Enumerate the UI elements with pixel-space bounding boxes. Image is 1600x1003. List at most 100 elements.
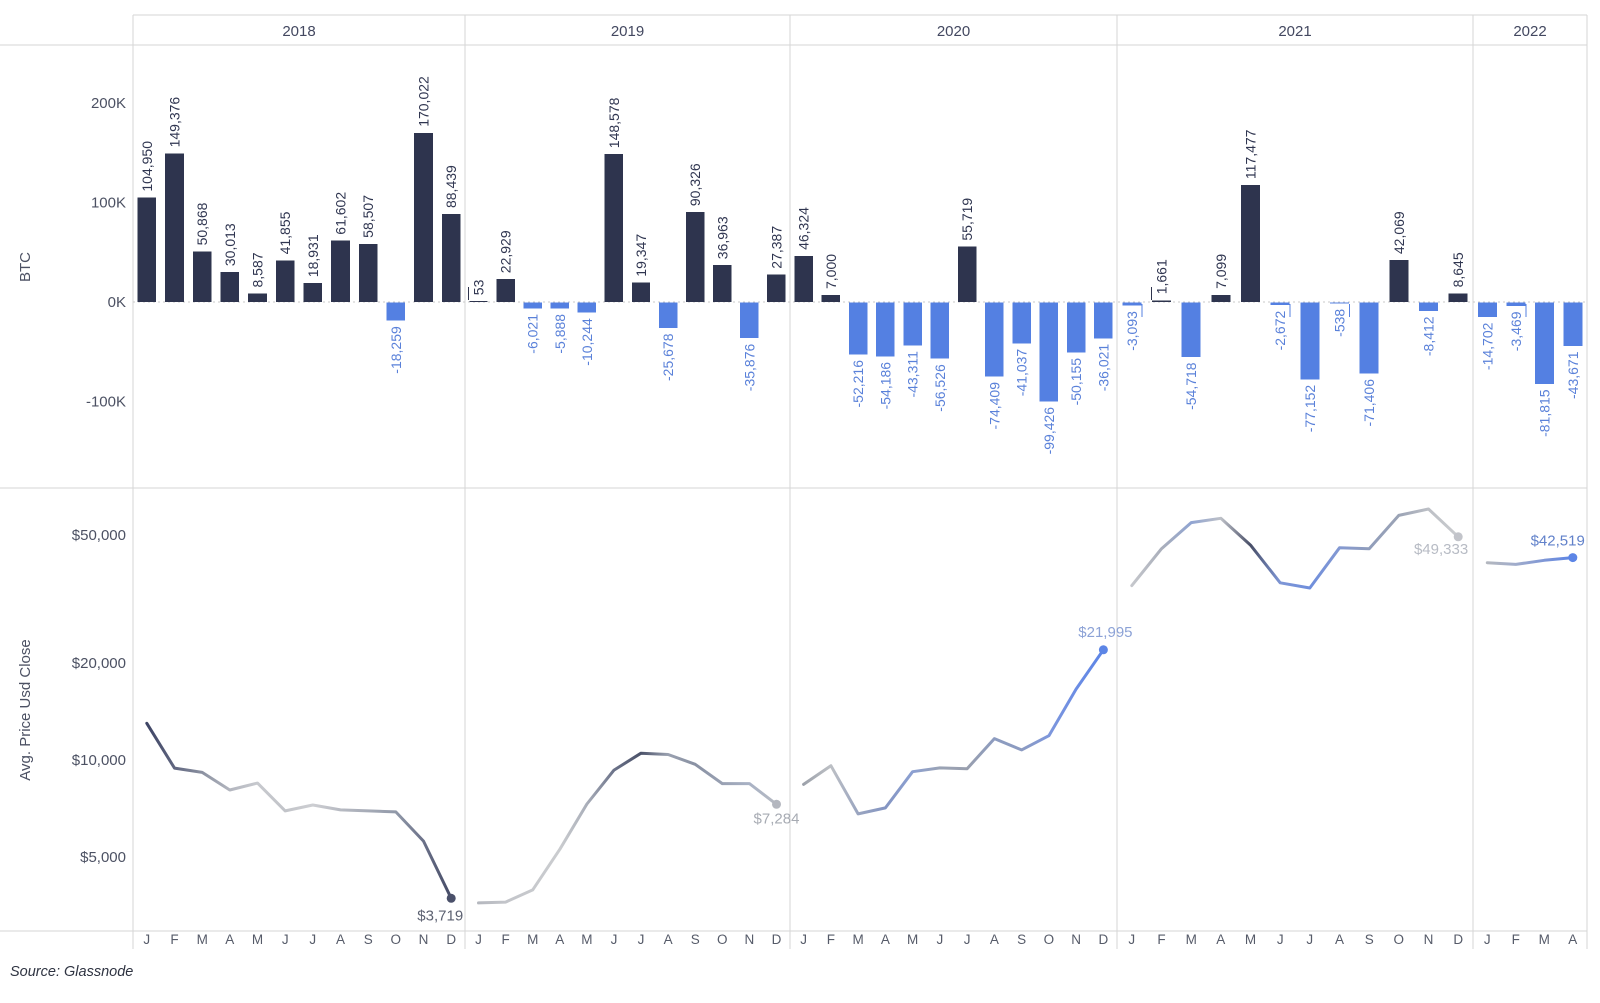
bar-2018-10[interactable] <box>386 302 406 321</box>
bar-2021-5[interactable] <box>1241 185 1260 302</box>
bar-2019-3[interactable] <box>523 302 542 309</box>
bar-2020-2[interactable] <box>821 295 841 302</box>
month-label: J <box>937 932 944 947</box>
month-label: S <box>1017 932 1026 947</box>
bar-value-label: 170,022 <box>416 76 432 127</box>
bar-2018-2[interactable] <box>165 153 184 302</box>
bar-2020-3[interactable] <box>848 302 868 355</box>
bar-value-label: 104,950 <box>139 141 155 192</box>
bar-2021-7[interactable] <box>1300 302 1320 380</box>
bar-2020-11[interactable] <box>1066 302 1086 353</box>
bar-2020-6[interactable] <box>930 302 950 359</box>
bar-2018-6[interactable] <box>275 260 295 302</box>
bar-2019-4[interactable] <box>550 302 569 309</box>
bar-2018-1[interactable] <box>137 197 157 302</box>
price-line-2021[interactable] <box>1130 507 1460 590</box>
bar-2022-1[interactable] <box>1477 302 1497 318</box>
bar-value-label: 1,661 <box>1154 259 1170 294</box>
bar-2019-8[interactable] <box>658 302 678 329</box>
bar-value-label: 61,602 <box>333 192 349 235</box>
bar-2020-9[interactable] <box>1012 302 1031 344</box>
bar-2019-2[interactable] <box>496 279 515 302</box>
bar-value-label: 19,347 <box>633 234 649 277</box>
bar-2020-8[interactable] <box>985 302 1004 377</box>
bar-value-label: 18,931 <box>305 234 321 277</box>
bar-value-label: -56,526 <box>932 364 948 412</box>
bar-2022-2[interactable] <box>1506 302 1526 307</box>
price-tick-label: $20,000 <box>72 655 126 672</box>
bar-value-label: -43,671 <box>1565 351 1581 399</box>
bar-value-label: -5,888 <box>552 314 568 354</box>
bar-2020-4[interactable] <box>876 302 895 357</box>
bar-2020-5[interactable] <box>903 302 922 346</box>
month-label: M <box>252 932 263 947</box>
bar-2021-8[interactable] <box>1330 302 1349 304</box>
bar-value-label: 22,929 <box>498 230 514 273</box>
bar-2021-9[interactable] <box>1359 302 1379 374</box>
bar-2019-12[interactable] <box>767 274 786 302</box>
bar-value-label: -14,702 <box>1479 322 1495 370</box>
bar-2021-11[interactable] <box>1419 302 1438 311</box>
bar-value-label: 88,439 <box>443 165 459 208</box>
bar-2018-11[interactable] <box>414 132 433 302</box>
bar-value-label: -50,155 <box>1068 358 1084 406</box>
bar-2022-4[interactable] <box>1563 302 1583 347</box>
bar-value-label: -77,152 <box>1302 385 1318 433</box>
bar-value-label: 36,963 <box>714 216 730 259</box>
month-label: F <box>170 932 178 947</box>
bar-2021-1[interactable] <box>1122 302 1142 306</box>
bar-2021-6[interactable] <box>1270 302 1290 306</box>
bar-2019-10[interactable] <box>713 265 732 302</box>
bar-2021-4[interactable] <box>1211 294 1231 302</box>
bar-2022-3[interactable] <box>1534 302 1554 384</box>
btc-tick-label: 100K <box>91 195 126 212</box>
price-line-2022[interactable] <box>1485 556 1575 566</box>
bar-2019-11[interactable] <box>740 302 759 339</box>
bar-2019-1[interactable] <box>469 301 488 302</box>
month-label: O <box>391 932 402 947</box>
year-label: 2018 <box>282 23 315 40</box>
bar-2019-5[interactable] <box>577 302 597 313</box>
bar-2020-1[interactable] <box>794 255 813 302</box>
bar-2021-2[interactable] <box>1152 300 1171 302</box>
bar-2018-8[interactable] <box>331 240 350 302</box>
bar-2021-12[interactable] <box>1448 293 1468 302</box>
bar-value-label: -35,876 <box>741 343 757 391</box>
bar-2020-10[interactable] <box>1039 302 1059 402</box>
bar-2019-7[interactable] <box>631 282 651 302</box>
bar-2019-9[interactable] <box>686 212 705 302</box>
bar-value-label: 41,855 <box>277 211 293 254</box>
month-label: A <box>1335 932 1344 947</box>
month-label: D <box>1453 932 1463 947</box>
bar-2018-3[interactable] <box>192 251 212 302</box>
bar-2021-10[interactable] <box>1389 260 1409 302</box>
bar-2020-7[interactable] <box>957 246 977 302</box>
bar-2020-12[interactable] <box>1094 302 1113 339</box>
bar-2018-4[interactable] <box>220 272 240 302</box>
line-end-dot-2020[interactable] <box>1098 645 1108 655</box>
bar-2018-12[interactable] <box>441 214 461 302</box>
bar-value-label: -6,021 <box>525 314 541 354</box>
bar-value-label: 55,719 <box>959 198 975 241</box>
month-label: A <box>664 932 673 947</box>
bar-value-label: 27,387 <box>769 226 785 269</box>
line-end-dot-2018[interactable] <box>446 893 456 903</box>
bar-2018-7[interactable] <box>303 283 323 302</box>
bar-value-label: -54,186 <box>877 362 893 410</box>
price-line-2018[interactable] <box>145 721 453 900</box>
line-end-label: $21,995 <box>1078 624 1132 641</box>
bar-2018-9[interactable] <box>358 243 378 302</box>
line-end-dot-2019[interactable] <box>772 799 781 809</box>
year-label: 2021 <box>1278 23 1311 40</box>
line-end-dot-2022[interactable] <box>1568 553 1578 563</box>
price-line-2019[interactable] <box>477 751 778 905</box>
bar-value-label: 46,324 <box>796 207 812 250</box>
bar-2019-6[interactable] <box>604 154 624 302</box>
price-line-2020[interactable] <box>802 648 1105 816</box>
line-end-dot-2021[interactable] <box>1453 532 1463 542</box>
bar-2018-5[interactable] <box>248 293 267 303</box>
bar-2021-3[interactable] <box>1181 302 1201 357</box>
bar-value-label: 8,645 <box>1450 252 1466 287</box>
month-label: J <box>143 932 150 947</box>
